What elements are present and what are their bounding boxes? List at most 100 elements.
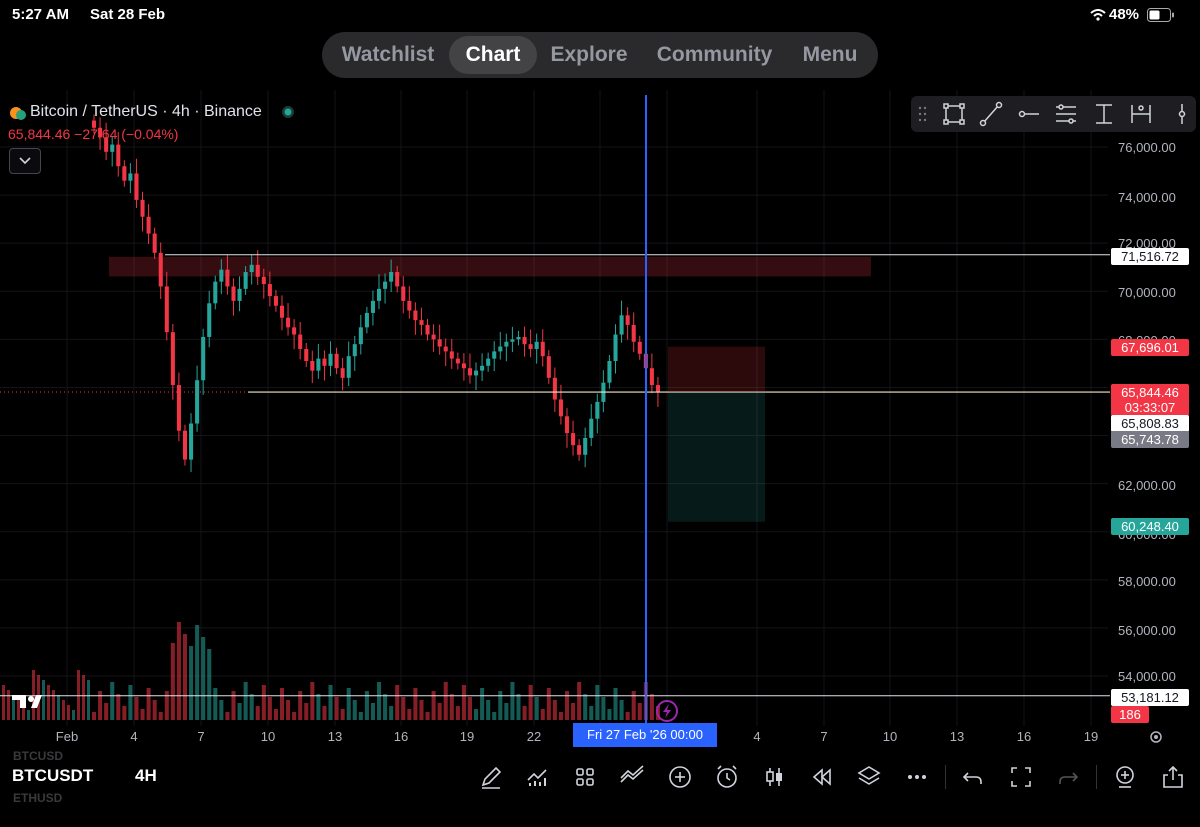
candle-type-icon[interactable] xyxy=(760,763,788,791)
wifi-icon xyxy=(1090,9,1106,21)
volume-bars xyxy=(2,622,660,720)
chart-grid xyxy=(0,90,1108,726)
candle xyxy=(292,327,297,335)
volume-bar xyxy=(455,706,460,720)
candle xyxy=(413,310,418,321)
compare-icon[interactable] xyxy=(618,763,646,791)
legend-collapse-button[interactable] xyxy=(9,148,41,174)
volume-bar xyxy=(480,688,485,720)
brush-icon[interactable] xyxy=(477,763,505,791)
interval-selector[interactable]: 4H xyxy=(135,766,157,785)
price-tag-entry[interactable]: 65,808.83 xyxy=(1111,415,1189,432)
candle xyxy=(625,315,630,325)
more-icon[interactable] xyxy=(903,763,931,791)
volume-bar xyxy=(195,625,200,720)
nav-chart[interactable]: Chart xyxy=(465,43,521,66)
candle xyxy=(134,173,139,200)
main-nav: Watchlist Chart Explore Community Menu xyxy=(322,32,878,78)
horizontal-measure-icon[interactable] xyxy=(1131,105,1151,123)
price-tag-target[interactable]: 60,248.40 xyxy=(1111,518,1189,535)
nav-menu[interactable]: Menu xyxy=(802,43,858,66)
candle xyxy=(583,437,588,455)
price-tag-gray[interactable]: 65,743.78 xyxy=(1111,431,1189,448)
replay-icon[interactable] xyxy=(808,763,836,791)
volume-bar xyxy=(176,622,181,720)
add-icon[interactable] xyxy=(666,763,694,791)
volume-bar xyxy=(189,646,194,720)
candle xyxy=(328,353,333,366)
redo-icon[interactable] xyxy=(1054,763,1082,791)
volume-bar xyxy=(32,670,35,720)
volume-bar xyxy=(152,700,157,720)
more-tools-icon[interactable] xyxy=(1178,104,1186,124)
candle xyxy=(655,385,660,393)
candle xyxy=(528,344,533,349)
candle xyxy=(558,399,563,417)
axis-settings-icon[interactable] xyxy=(1148,729,1164,745)
layers-icon[interactable] xyxy=(855,763,883,791)
volume-bar xyxy=(62,700,65,720)
price-tag-last[interactable]: 65,844.46 xyxy=(1111,384,1189,401)
candle xyxy=(649,368,654,386)
drag-handle-icon[interactable] xyxy=(918,106,927,122)
nav-explore[interactable]: Explore xyxy=(550,43,628,66)
candle xyxy=(383,281,388,289)
current-symbol[interactable]: BTCUSDT xyxy=(12,766,94,785)
watchlist-next-symbol[interactable]: ETHUSD xyxy=(13,791,63,805)
volume-bar xyxy=(625,712,630,720)
nav-community[interactable]: Community xyxy=(656,43,773,66)
symbol-title[interactable]: Bitcoin / TetherUS · 4h · Binance xyxy=(30,103,262,120)
volume-bar xyxy=(279,688,285,720)
fullscreen-icon[interactable] xyxy=(1007,763,1035,791)
watchlist-prev-symbol[interactable]: BTCUSD xyxy=(13,749,63,763)
candle xyxy=(201,336,206,381)
axis-price-tick: 58,000.00 xyxy=(1118,574,1176,589)
ray-icon[interactable] xyxy=(1018,110,1040,118)
volume-bar xyxy=(72,710,75,720)
zoom-icon[interactable] xyxy=(1111,763,1139,791)
battery-icon xyxy=(1147,8,1174,22)
rectangle-icon[interactable] xyxy=(943,103,965,125)
price-tag-line[interactable]: 53,181.12 xyxy=(1111,689,1189,706)
chevron-down-icon xyxy=(19,157,31,165)
candle xyxy=(577,445,582,455)
candle xyxy=(310,361,315,371)
candle xyxy=(140,199,145,217)
axis-date-tick: 10 xyxy=(882,729,898,744)
volume-bar xyxy=(292,712,297,720)
volume-bar xyxy=(231,691,236,720)
market-status-icon xyxy=(282,106,294,118)
nav-active-indicator xyxy=(449,36,537,74)
candle xyxy=(370,300,375,313)
alert-icon[interactable] xyxy=(713,763,741,791)
axis-date-tick: Feb xyxy=(55,729,79,744)
trend-line-icon[interactable] xyxy=(979,101,1003,127)
volume-bar xyxy=(164,691,169,720)
parallel-channel-icon[interactable] xyxy=(1056,104,1076,124)
candle xyxy=(286,317,291,328)
candle xyxy=(637,341,642,354)
indicators-icon[interactable] xyxy=(523,763,551,791)
candle xyxy=(631,324,636,342)
undo-icon[interactable] xyxy=(959,763,987,791)
price-tag-stop[interactable]: 67,696.01 xyxy=(1111,339,1189,356)
btc-usdt-logo-icon xyxy=(10,107,26,120)
volume-bar xyxy=(110,682,115,720)
volume-bar xyxy=(286,700,291,720)
share-icon[interactable] xyxy=(1159,763,1187,791)
volume-bar xyxy=(140,709,145,720)
nav-watchlist[interactable]: Watchlist xyxy=(341,43,435,66)
volume-bar xyxy=(87,680,90,720)
candle xyxy=(219,269,224,282)
vertical-measure-icon[interactable] xyxy=(1096,104,1112,124)
candle xyxy=(213,281,218,304)
alert-bolt-icon[interactable] xyxy=(656,700,678,722)
candle xyxy=(122,166,127,181)
price-chart[interactable] xyxy=(0,90,1200,750)
price-tag-resistance[interactable]: 71,516.72 xyxy=(1111,248,1189,265)
layout-icon[interactable] xyxy=(571,763,599,791)
symbol-price-change: 65,844.46 −27.64 (−0.04%) xyxy=(8,126,179,142)
candle xyxy=(480,365,485,371)
volume-bar xyxy=(322,706,327,720)
candle xyxy=(225,269,230,287)
